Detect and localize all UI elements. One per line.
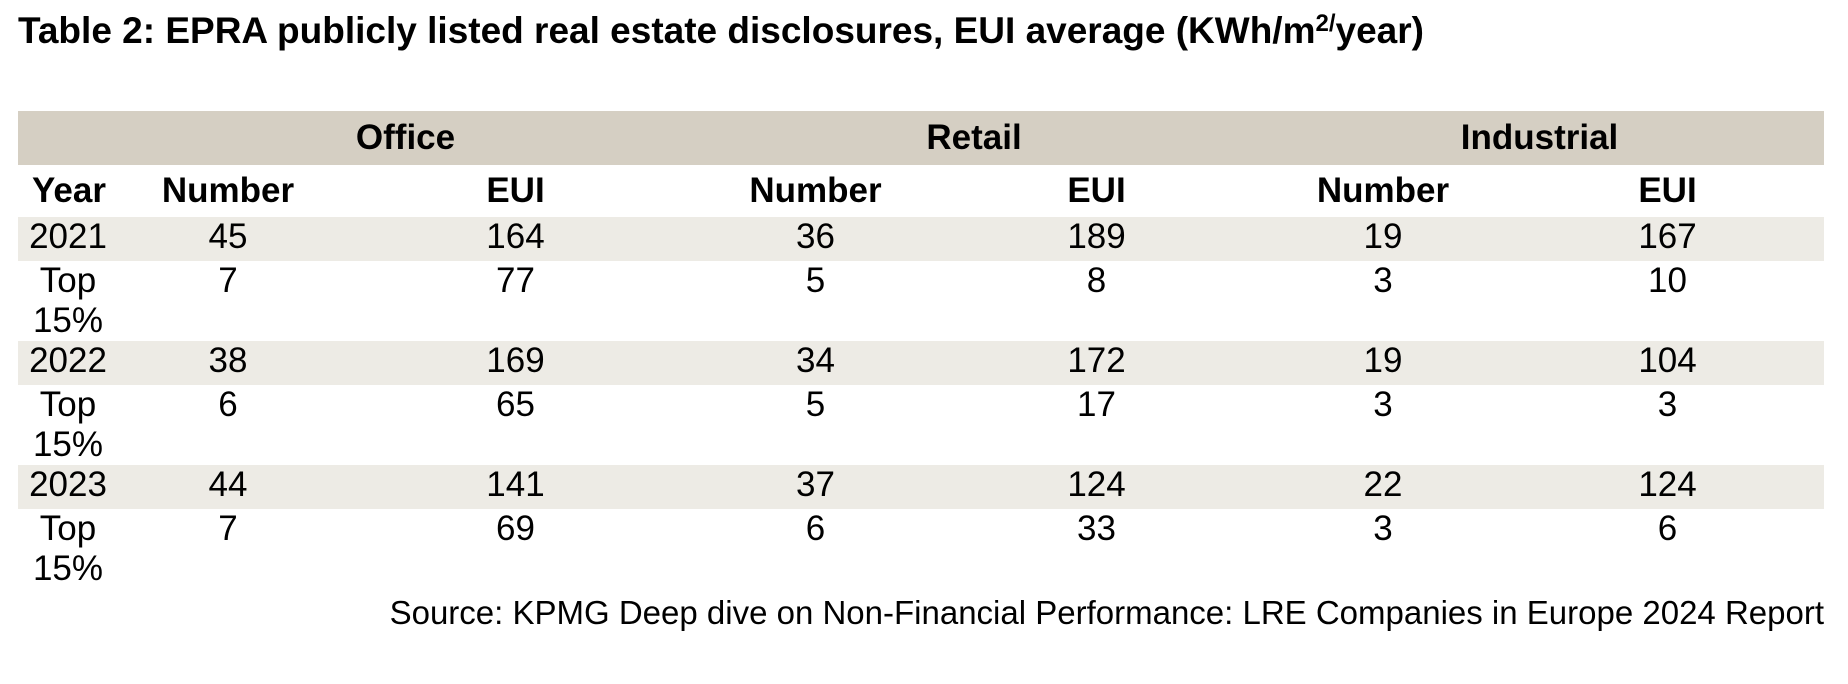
table-figure: Table 2: EPRA publicly listed real estat… — [0, 8, 1848, 684]
group-header-corner — [18, 111, 118, 165]
value-cell: 189 — [938, 217, 1256, 261]
year-cell: 2022 — [18, 341, 118, 385]
value-cell: 6 — [218, 385, 238, 424]
value-cell: 6 — [805, 509, 826, 548]
table-row-top15-2023: Top 15% 7 69 6 33 3 6 — [18, 509, 1824, 589]
value-cell: 36 — [693, 217, 939, 261]
title-suffix: year) — [1335, 10, 1424, 51]
table-row-top15-2022: Top 15% 6 65 5 17 3 3 — [18, 385, 1824, 465]
value-cell: 104 — [1511, 341, 1825, 385]
title-superscript: 2/ — [1315, 10, 1336, 38]
value-cell: 69 — [496, 509, 535, 548]
group-header-row: Office Retail Industrial — [18, 111, 1825, 165]
page-title: Table 2: EPRA publicly listed real estat… — [18, 8, 1848, 59]
year-cell: 2023 — [18, 465, 118, 509]
value-cell: 124 — [1511, 465, 1825, 509]
year-cell: 2021 — [18, 217, 118, 261]
value-cell: 19 — [1255, 217, 1512, 261]
col-header-eui: EUI — [938, 165, 1256, 217]
value-cell: 3 — [1657, 385, 1678, 424]
year-cell: Top 15% — [32, 385, 104, 464]
value-cell: 169 — [338, 341, 694, 385]
value-cell: 172 — [938, 341, 1256, 385]
table-row-2022: 2022 38 169 34 172 19 104 — [18, 341, 1825, 385]
value-cell: 6 — [1657, 509, 1678, 548]
value-cell: 7 — [218, 509, 238, 548]
source-note: Source: KPMG Deep dive on Non-Financial … — [389, 594, 1824, 631]
title-text: Table 2: EPRA publicly listed real estat… — [18, 10, 1316, 51]
value-cell: 7 — [218, 261, 238, 300]
value-cell: 65 — [496, 385, 535, 424]
value-cell: 124 — [938, 465, 1256, 509]
table-row-2021: 2021 45 164 36 189 19 167 — [18, 217, 1825, 261]
value-cell: 19 — [1255, 341, 1512, 385]
value-cell: 167 — [1511, 217, 1825, 261]
col-header-year: Year — [18, 165, 118, 217]
year-cell: Top 15% — [32, 261, 104, 340]
value-cell: 5 — [805, 261, 826, 300]
year-cell: Top 15% — [32, 509, 104, 588]
value-cell: 38 — [118, 341, 338, 385]
value-cell: 17 — [1077, 385, 1116, 424]
group-header-industrial: Industrial — [1255, 111, 1825, 165]
column-header-row: Year Number EUI Number EUI Number EUI — [18, 165, 1825, 217]
table-row-2023: 2023 44 141 37 124 22 124 — [18, 465, 1825, 509]
value-cell: 45 — [118, 217, 338, 261]
col-header-number: Number — [1255, 165, 1512, 217]
group-header-retail: Retail — [693, 111, 1256, 165]
value-cell: 141 — [338, 465, 694, 509]
value-cell: 37 — [693, 465, 939, 509]
value-cell: 5 — [805, 385, 826, 424]
table-row-top15-2021: Top 15% 7 77 5 8 3 10 — [18, 261, 1824, 341]
value-cell: 3 — [1373, 385, 1393, 424]
col-header-number: Number — [693, 165, 939, 217]
epra-eui-table: Office Retail Industrial Year Number EUI… — [18, 111, 1825, 589]
value-cell: 10 — [1648, 261, 1687, 300]
col-header-number: Number — [118, 165, 338, 217]
value-cell: 3 — [1373, 261, 1393, 300]
value-cell: 44 — [118, 465, 338, 509]
col-header-eui: EUI — [1511, 165, 1825, 217]
col-header-eui: EUI — [338, 165, 694, 217]
group-header-office: Office — [118, 111, 694, 165]
value-cell: 34 — [693, 341, 939, 385]
value-cell: 22 — [1255, 465, 1512, 509]
value-cell: 3 — [1373, 509, 1393, 548]
value-cell: 77 — [496, 261, 535, 300]
value-cell: 164 — [338, 217, 694, 261]
value-cell: 8 — [1086, 261, 1107, 300]
value-cell: 33 — [1077, 509, 1116, 548]
